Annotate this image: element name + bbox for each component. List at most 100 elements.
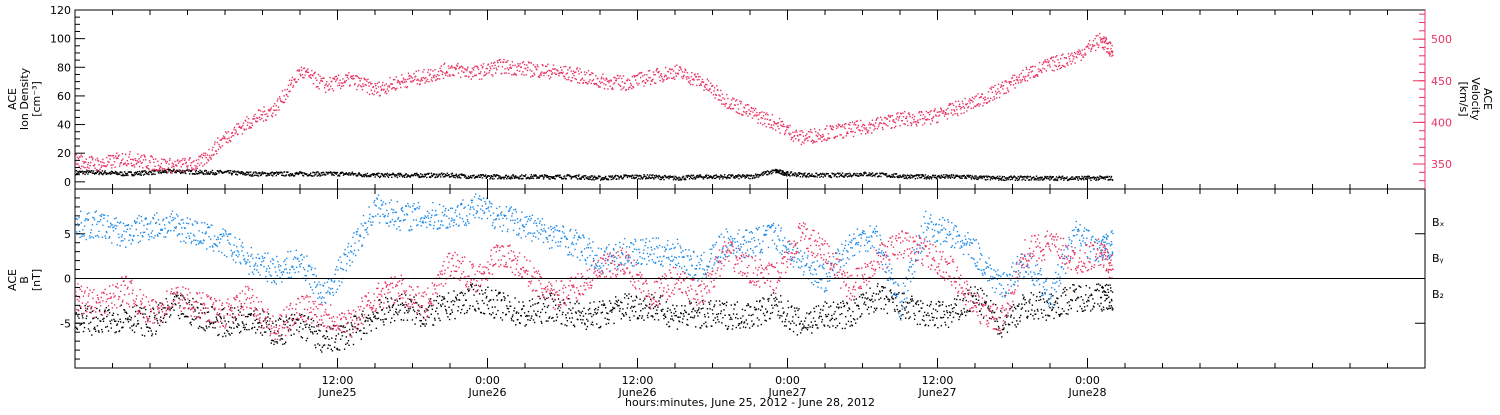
velocity-point bbox=[744, 111, 745, 112]
velocity-point bbox=[981, 96, 982, 97]
density-point bbox=[362, 176, 363, 177]
velocity-point bbox=[324, 87, 325, 88]
velocity-tick-label: 400 bbox=[1431, 116, 1452, 129]
bx-point bbox=[668, 321, 669, 322]
velocity-point bbox=[87, 167, 88, 168]
bx-point bbox=[306, 324, 307, 325]
velocity-point bbox=[904, 124, 905, 125]
velocity-point bbox=[609, 86, 610, 87]
bx-point bbox=[149, 328, 150, 329]
density-point bbox=[879, 175, 880, 176]
density-point bbox=[206, 172, 207, 173]
bx-point bbox=[540, 312, 541, 313]
velocity-point bbox=[1080, 52, 1081, 53]
bx-point bbox=[97, 325, 98, 326]
bx-point bbox=[478, 308, 479, 309]
velocity-point bbox=[196, 166, 197, 167]
bx-point bbox=[612, 307, 613, 308]
bx-point bbox=[506, 305, 507, 306]
density-point bbox=[530, 176, 531, 177]
velocity-point bbox=[946, 109, 947, 110]
velocity-point bbox=[755, 108, 756, 109]
bx-point bbox=[407, 320, 408, 321]
velocity-point bbox=[218, 144, 219, 145]
velocity-point bbox=[409, 75, 410, 76]
density-point bbox=[774, 170, 775, 171]
bx-point bbox=[106, 307, 107, 308]
bx-point bbox=[342, 335, 343, 336]
bx-point bbox=[663, 315, 664, 316]
velocity-point bbox=[627, 78, 628, 79]
bx-point bbox=[179, 305, 180, 306]
bx-point bbox=[624, 293, 625, 294]
velocity-point bbox=[559, 72, 560, 73]
density-point bbox=[444, 175, 445, 176]
bx-point bbox=[192, 319, 193, 320]
density-point bbox=[333, 175, 334, 176]
bx-point bbox=[452, 300, 453, 301]
velocity-point bbox=[646, 74, 647, 75]
density-point bbox=[506, 175, 507, 176]
density-point bbox=[1029, 179, 1030, 180]
velocity-point bbox=[978, 103, 979, 104]
velocity-point bbox=[439, 68, 440, 69]
bx-point bbox=[231, 333, 232, 334]
velocity-point bbox=[1068, 53, 1069, 54]
density-point bbox=[917, 178, 918, 179]
velocity-point bbox=[993, 87, 994, 88]
velocity-point bbox=[971, 100, 972, 101]
bx-point bbox=[305, 327, 306, 328]
bx-point bbox=[634, 306, 635, 307]
density-point bbox=[1015, 180, 1016, 181]
velocity-point bbox=[720, 90, 721, 91]
bx-point bbox=[495, 290, 496, 291]
bx-point bbox=[527, 319, 528, 320]
bx-point bbox=[610, 303, 611, 304]
density-point bbox=[154, 174, 155, 175]
bx-point bbox=[552, 298, 553, 299]
bx-point bbox=[175, 304, 176, 305]
bx-point bbox=[546, 320, 547, 321]
velocity-point bbox=[476, 74, 477, 75]
density-point bbox=[211, 172, 212, 173]
bx-point bbox=[512, 316, 513, 317]
velocity-point bbox=[87, 164, 88, 165]
density-point bbox=[714, 175, 715, 176]
bx-point bbox=[661, 309, 662, 310]
velocity-point bbox=[982, 105, 983, 106]
bx-point bbox=[679, 317, 680, 318]
velocity-point bbox=[973, 107, 974, 108]
velocity-point bbox=[989, 88, 990, 89]
velocity-point bbox=[254, 118, 255, 119]
velocity-point bbox=[792, 137, 793, 138]
velocity-point bbox=[422, 71, 423, 72]
velocity-point bbox=[217, 137, 218, 138]
velocity-point bbox=[1002, 82, 1003, 83]
velocity-point bbox=[337, 78, 338, 79]
bx-point bbox=[413, 309, 414, 310]
bx-point bbox=[300, 323, 301, 324]
velocity-point bbox=[244, 129, 245, 130]
velocity-point bbox=[853, 136, 854, 137]
bx-point bbox=[266, 322, 267, 323]
velocity-point bbox=[174, 161, 175, 162]
density-point bbox=[951, 174, 952, 175]
bx-point bbox=[103, 318, 104, 319]
velocity-point bbox=[533, 73, 534, 74]
bx-point bbox=[619, 308, 620, 309]
velocity-point bbox=[272, 116, 273, 117]
density-point bbox=[182, 170, 183, 171]
bx-point bbox=[586, 319, 587, 320]
velocity-point bbox=[896, 118, 897, 119]
density-point bbox=[1047, 176, 1048, 177]
bx-point bbox=[252, 327, 253, 328]
velocity-point bbox=[944, 116, 945, 117]
velocity-point bbox=[291, 83, 292, 84]
velocity-point bbox=[642, 75, 643, 76]
bx-point bbox=[543, 303, 544, 304]
velocity-point bbox=[598, 85, 599, 86]
velocity-point bbox=[191, 167, 192, 168]
bx-point bbox=[408, 310, 409, 311]
bx-point bbox=[316, 325, 317, 326]
bx-point bbox=[271, 342, 272, 343]
